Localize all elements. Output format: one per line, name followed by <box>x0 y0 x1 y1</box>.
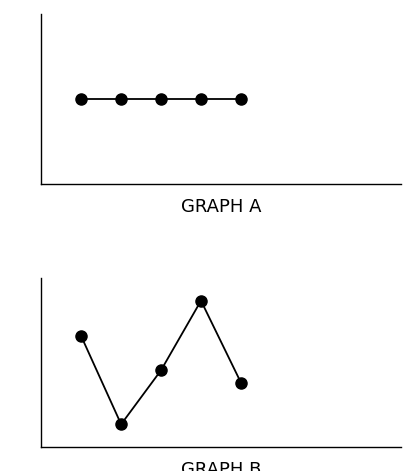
X-axis label: GRAPH A: GRAPH A <box>181 198 261 216</box>
X-axis label: GRAPH B: GRAPH B <box>181 461 261 471</box>
